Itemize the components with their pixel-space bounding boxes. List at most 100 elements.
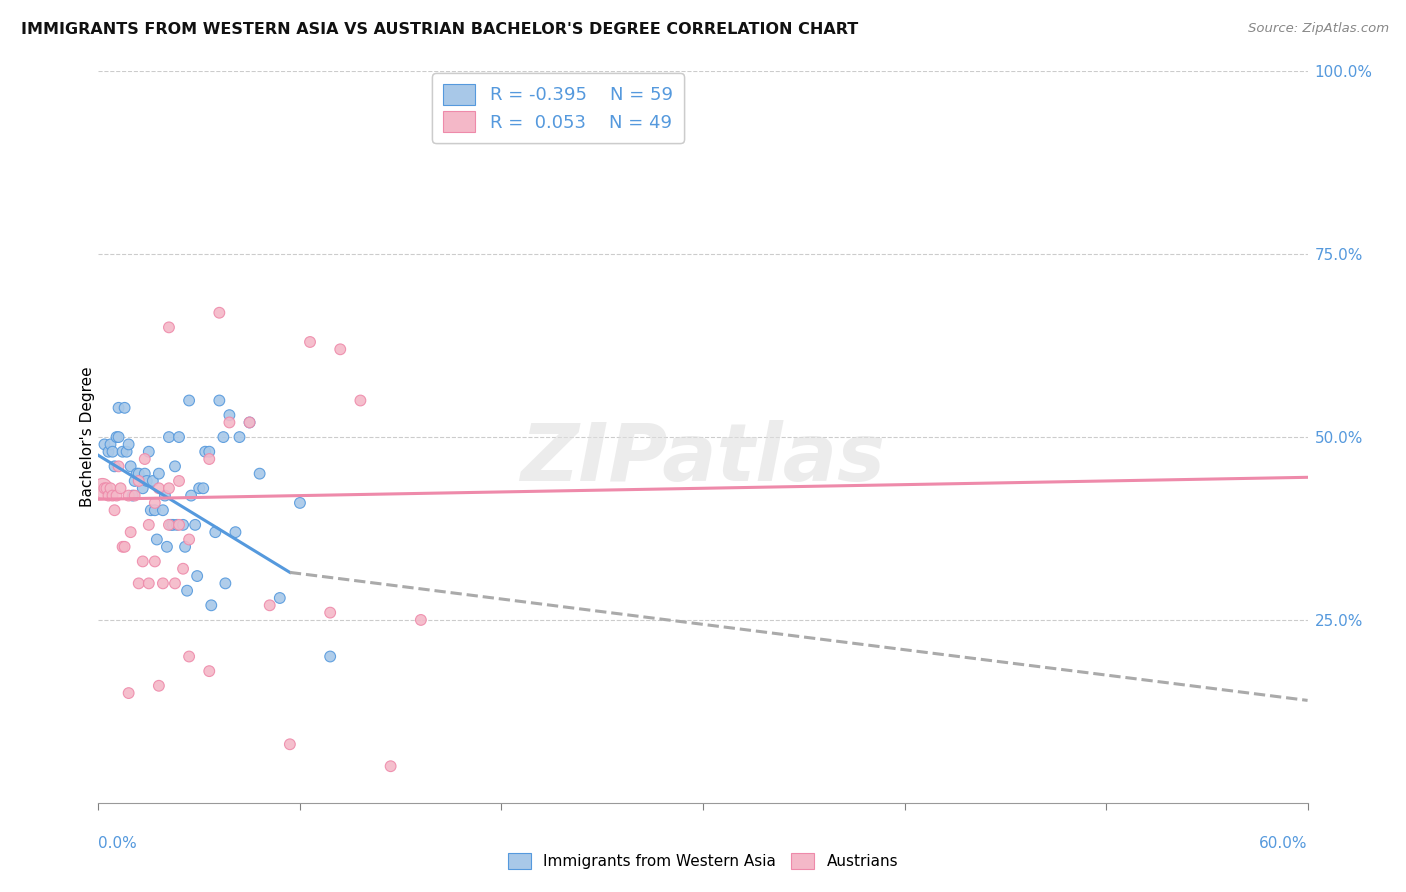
Text: 60.0%: 60.0% <box>1260 836 1308 851</box>
Text: 0.0%: 0.0% <box>98 836 138 851</box>
Point <box>107 430 129 444</box>
Point <box>124 474 146 488</box>
Point <box>100 437 122 451</box>
Point <box>128 576 150 591</box>
Point <box>103 503 125 517</box>
Point <box>172 562 194 576</box>
Point <box>135 474 157 488</box>
Point <box>128 467 150 481</box>
Point <box>249 467 271 481</box>
Point <box>200 599 222 613</box>
Point <box>110 481 132 495</box>
Point <box>152 503 174 517</box>
Point <box>208 393 231 408</box>
Point <box>299 334 322 349</box>
Point <box>409 613 432 627</box>
Point <box>198 452 221 467</box>
Point <box>91 481 114 495</box>
Point <box>124 489 146 503</box>
Point <box>198 444 221 458</box>
Point <box>157 430 180 444</box>
Point <box>157 320 180 334</box>
Point <box>179 649 201 664</box>
Point <box>259 599 281 613</box>
Point <box>138 444 160 458</box>
Point <box>156 540 179 554</box>
Point <box>167 474 190 488</box>
Text: ZIPatlas: ZIPatlas <box>520 420 886 498</box>
Point <box>132 481 155 495</box>
Point <box>198 664 221 678</box>
Point <box>120 525 142 540</box>
Point <box>239 416 262 430</box>
Point <box>142 474 165 488</box>
Point <box>153 489 176 503</box>
Point <box>134 452 156 467</box>
Point <box>146 533 169 547</box>
Y-axis label: Bachelor's Degree: Bachelor's Degree <box>80 367 94 508</box>
Legend: Immigrants from Western Asia, Austrians: Immigrants from Western Asia, Austrians <box>502 847 904 875</box>
Point <box>172 517 194 532</box>
Point <box>163 576 186 591</box>
Point <box>212 430 235 444</box>
Point <box>97 444 120 458</box>
Point <box>111 444 134 458</box>
Point <box>208 306 231 320</box>
Point <box>139 503 162 517</box>
Point <box>115 444 138 458</box>
Point <box>228 430 250 444</box>
Point <box>121 489 143 503</box>
Text: IMMIGRANTS FROM WESTERN ASIA VS AUSTRIAN BACHELOR'S DEGREE CORRELATION CHART: IMMIGRANTS FROM WESTERN ASIA VS AUSTRIAN… <box>21 22 858 37</box>
Point <box>194 444 217 458</box>
Point <box>143 503 166 517</box>
Point <box>224 525 246 540</box>
Point <box>162 517 184 532</box>
Point <box>114 540 136 554</box>
Point <box>349 393 371 408</box>
Point <box>288 496 311 510</box>
Point <box>204 525 226 540</box>
Point <box>93 481 115 495</box>
Point <box>218 408 240 422</box>
Point <box>148 679 170 693</box>
Point <box>157 517 180 532</box>
Text: Source: ZipAtlas.com: Source: ZipAtlas.com <box>1249 22 1389 36</box>
Point <box>101 489 124 503</box>
Point <box>193 481 215 495</box>
Point <box>186 569 208 583</box>
Point <box>134 467 156 481</box>
Point <box>214 576 236 591</box>
Point <box>188 481 211 495</box>
Point <box>180 489 202 503</box>
Point <box>128 474 150 488</box>
Point <box>278 737 301 751</box>
Point <box>143 554 166 568</box>
Point <box>118 686 141 700</box>
Point <box>179 393 201 408</box>
Point <box>101 444 124 458</box>
Point <box>118 437 141 451</box>
Point <box>157 481 180 495</box>
Point <box>107 401 129 415</box>
Point <box>103 459 125 474</box>
Point <box>163 459 186 474</box>
Point <box>380 759 402 773</box>
Point <box>176 583 198 598</box>
Point <box>269 591 291 605</box>
Point <box>174 540 197 554</box>
Point <box>107 459 129 474</box>
Point <box>329 343 352 357</box>
Point <box>148 467 170 481</box>
Point <box>118 489 141 503</box>
Point <box>138 576 160 591</box>
Point <box>132 554 155 568</box>
Point <box>148 481 170 495</box>
Point <box>319 649 342 664</box>
Point <box>160 517 183 532</box>
Point <box>319 606 342 620</box>
Point <box>100 481 122 495</box>
Point <box>166 517 188 532</box>
Point <box>125 467 148 481</box>
Point <box>138 517 160 532</box>
Point <box>111 540 134 554</box>
